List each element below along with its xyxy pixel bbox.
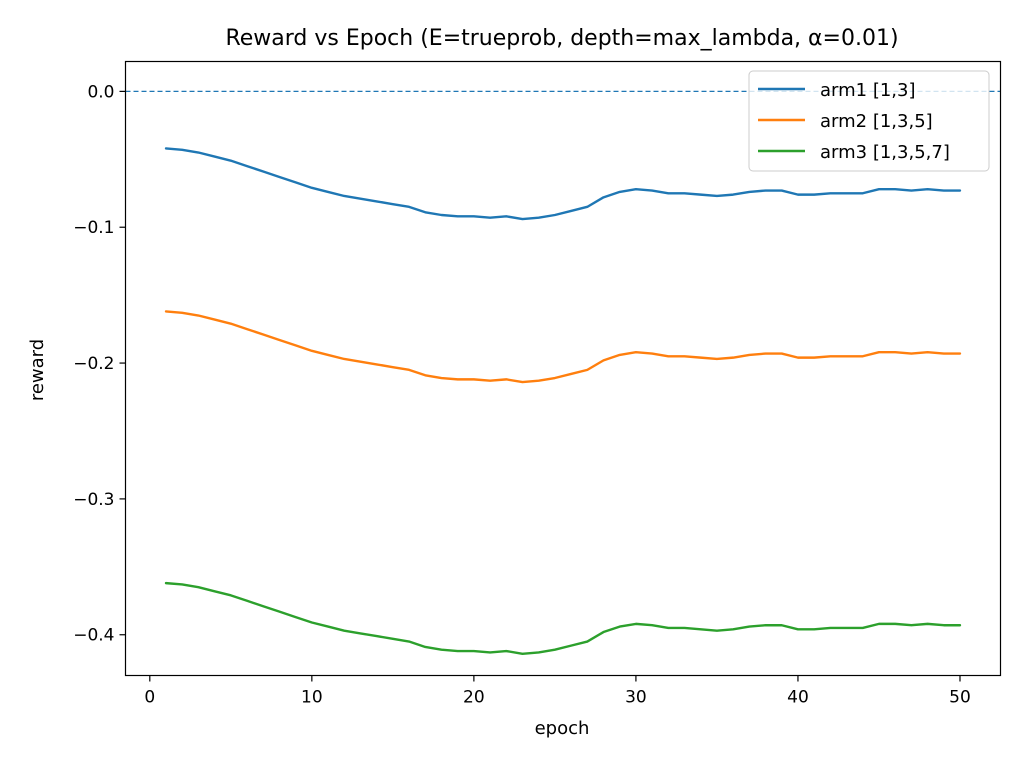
legend: arm1 [1,3] arm2 [1,3,5] arm3 [1,3,5,7] (748, 70, 990, 172)
legend-label-3: arm3 [1,3,5,7] (820, 142, 950, 163)
series-line-1 (164, 147, 962, 221)
x-tick-label: 30 (625, 688, 647, 708)
plot-area (125, 90, 1001, 655)
legend-label-2: arm2 [1,3,5] (820, 111, 933, 132)
x-tick-label: 40 (787, 688, 809, 708)
y-axis: 0.0 −0.1 −0.2 −0.3 −0.4 (73, 82, 126, 646)
plot-frame (124, 60, 1002, 677)
y-tick-label: −0.3 (73, 490, 114, 510)
series-line-2 (164, 310, 962, 384)
y-tick-label: −0.4 (73, 626, 114, 646)
y-tick-label: 0.0 (87, 82, 114, 102)
x-tick-label: 0 (144, 688, 155, 708)
y-tick-label: −0.1 (73, 218, 114, 238)
chart-title: Reward vs Epoch (E=trueprob, depth=max_l… (225, 26, 898, 51)
series-line-3 (164, 581, 962, 655)
y-axis-label: reward (27, 339, 48, 401)
x-axis: 0 10 20 30 40 50 (144, 675, 971, 708)
x-tick-label: 20 (463, 688, 485, 708)
x-tick-label: 10 (301, 688, 323, 708)
x-axis-label: epoch (535, 718, 590, 739)
x-tick-label: 50 (949, 688, 971, 708)
legend-box (748, 70, 990, 172)
y-tick-label: −0.2 (73, 354, 114, 374)
legend-label-1: arm1 [1,3] (820, 80, 916, 101)
